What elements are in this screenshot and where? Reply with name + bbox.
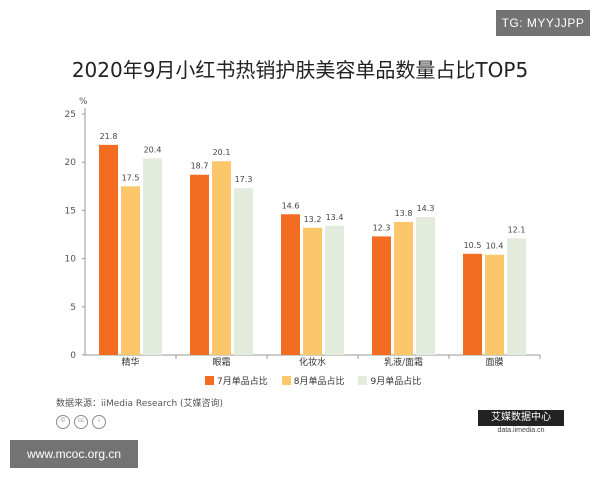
bar (416, 217, 435, 355)
legend-swatch (205, 376, 214, 385)
data-label: 21.8 (100, 132, 118, 141)
legend-swatch (281, 376, 291, 385)
y-tick-label: 15 (65, 206, 76, 216)
y-tick-label: 5 (70, 303, 76, 313)
bar (485, 254, 504, 355)
legend-item: 8月单品占比 (281, 374, 345, 387)
data-label: 20.1 (213, 148, 231, 157)
data-label: 13.2 (304, 215, 322, 224)
creative-commons-icon: cc (74, 415, 88, 429)
bar (303, 227, 322, 355)
chart-legend: 7月单品占比 8月单品占比 9月单品占比 (205, 374, 421, 387)
bar (234, 188, 253, 355)
category-label: 眼霜 (212, 357, 230, 368)
bar (463, 253, 482, 355)
bar (507, 238, 526, 355)
legend-item: 9月单品占比 (358, 374, 421, 387)
data-label: 10.5 (464, 241, 482, 250)
bar (394, 221, 413, 355)
y-tick-label: 0 (70, 351, 76, 361)
data-label: 12.3 (373, 223, 391, 232)
category-label: 乳液/面霜 (384, 356, 423, 368)
category-label: 面膜 (485, 357, 503, 368)
bar (143, 158, 162, 355)
data-label: 14.6 (282, 201, 300, 210)
bar (212, 161, 231, 355)
y-tick-label: 25 (65, 110, 76, 120)
legend-label: 8月单品占比 (293, 377, 345, 387)
bar (190, 174, 209, 355)
y-tick-label: 20 (65, 158, 77, 168)
watermark-top: TG: MYYJJPP (496, 10, 590, 36)
data-label: 18.7 (191, 162, 209, 171)
brand-url: data.iimedia.cn (497, 427, 545, 434)
license-icons: © cc i (56, 415, 106, 429)
y-axis-unit-label: % (79, 97, 88, 107)
copyright-icon: © (56, 415, 70, 429)
data-label: 17.5 (122, 173, 140, 182)
data-label: 10.4 (486, 242, 504, 251)
y-tick-label: 10 (65, 255, 77, 265)
data-label: 13.4 (326, 213, 344, 222)
category-label: 精华 (121, 356, 139, 368)
bar (121, 186, 140, 355)
data-label: 14.3 (417, 204, 435, 213)
bar (372, 236, 391, 355)
legend-swatch (358, 376, 368, 385)
data-label: 12.1 (508, 225, 526, 234)
data-label: 17.3 (235, 175, 253, 184)
source-note: 数据来源：iiMedia Research (艾媒咨询) (56, 399, 224, 409)
data-label: 13.8 (395, 209, 413, 218)
data-label: 20.4 (144, 145, 162, 154)
legend-label: 9月单品占比 (370, 377, 422, 387)
bar (281, 214, 300, 355)
attribution-icon: i (92, 415, 106, 429)
bar (325, 225, 344, 355)
category-label: 化妆水 (299, 356, 326, 368)
brand-name: 艾媒数据中心 (478, 410, 564, 426)
legend-label: 7月单品占比 (217, 377, 268, 387)
bar (99, 144, 118, 355)
brand-logo: 艾媒数据中心 data.iimedia.cn (478, 408, 564, 436)
watermark-bottom: www.mcoc.org.cn (10, 440, 138, 468)
chart-title: 2020年9月小红书热销护肤美容单品数量占比TOP5 (71, 58, 529, 82)
legend-item: 7月单品占比 (205, 374, 268, 387)
